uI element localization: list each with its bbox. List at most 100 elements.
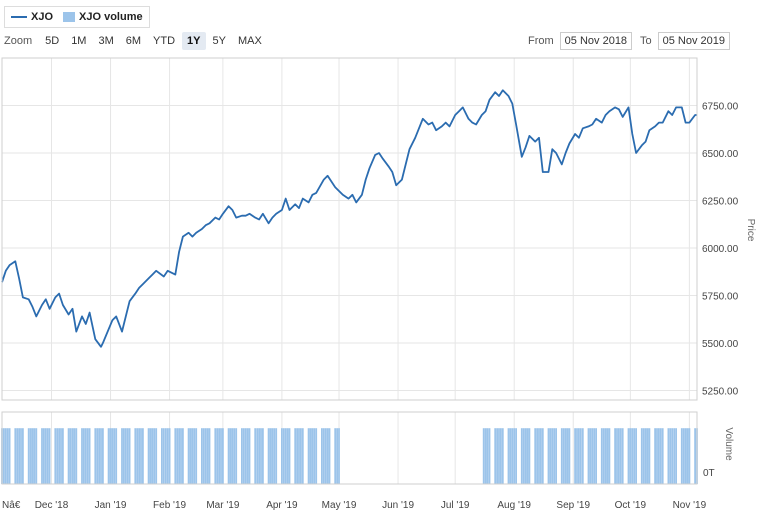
volume-bar [174, 428, 177, 484]
volume-bar [3, 428, 5, 484]
volume-bar [246, 428, 249, 484]
from-date-input[interactable]: 05 Nov 2018 [559, 32, 633, 50]
price-tick-label: 6250.00 [702, 197, 739, 208]
volume-bar [46, 428, 49, 484]
volume-bar [124, 428, 127, 484]
price-plot-border [1, 57, 698, 401]
volume-bar [260, 428, 262, 484]
axis-layer: 5250.00 5500.00 5750.00 6000.00 6250.00 6500.… [2, 102, 756, 512]
volume-bar [498, 428, 500, 484]
volume-bar [562, 428, 565, 484]
volume-bar [140, 428, 142, 484]
zoom-button-3m[interactable]: 3M [98, 35, 114, 47]
volume-bar [44, 428, 47, 484]
volume-bar [680, 428, 683, 484]
volume-bar [231, 428, 234, 484]
volume-bar [496, 428, 498, 484]
volume-bar [608, 428, 611, 484]
date-range-from: From 05 Nov 2018 [528, 32, 633, 50]
x-tick-label: Jun '19 [382, 500, 414, 511]
chart-legend: XJO XJO volume [4, 6, 150, 28]
volume-bar [579, 428, 582, 484]
legend-item-xjo[interactable]: XJO [11, 11, 53, 23]
volume-bar [201, 428, 203, 484]
volume-bar [618, 428, 620, 484]
legend-label-xjo-volume: XJO volume [79, 11, 143, 23]
volume-bar [619, 428, 622, 484]
volume-bar [515, 428, 517, 484]
zoom-button-max[interactable]: MAX [237, 35, 262, 47]
volume-bar [267, 428, 270, 484]
volume-bar [123, 428, 125, 484]
volume-bar [233, 428, 236, 484]
volume-bar [138, 428, 140, 484]
volume-bar [235, 428, 238, 484]
x-tick-label: Jan '19 [95, 500, 127, 511]
to-date-input[interactable]: 05 Nov 2019 [657, 32, 731, 50]
volume-bar [229, 428, 232, 484]
volume-bar [54, 428, 57, 484]
x-tick-label: Nâ€ [2, 500, 21, 511]
volume-bar [149, 428, 152, 484]
x-tick-label: Sep '19 [556, 500, 590, 511]
volume-bar [568, 428, 571, 484]
volume-bar [640, 428, 643, 484]
volume-bar [271, 428, 274, 484]
zoom-button-5d[interactable]: 5D [45, 35, 60, 47]
volume-bar [524, 428, 527, 484]
volume-bar [58, 428, 60, 484]
volume-bar [629, 428, 632, 484]
volume-bar [282, 428, 285, 484]
volume-bar [180, 428, 182, 484]
volume-bar [684, 428, 687, 484]
zoom-button-1y[interactable]: 1Y [182, 32, 206, 50]
zoom-label: Zoom [4, 35, 33, 47]
zoom-button-1m[interactable]: 1M [71, 35, 87, 47]
volume-bar [107, 428, 110, 484]
volume-bar [595, 428, 597, 484]
volume-bar [486, 428, 489, 484]
volume-bar [669, 428, 672, 484]
price-axis-title: Price [745, 219, 756, 242]
volume-bar [284, 428, 287, 484]
volume-bar [633, 428, 636, 484]
zoom-button-6m[interactable]: 6M [125, 35, 142, 47]
volume-bar [547, 428, 550, 484]
volume-bar [48, 428, 51, 484]
volume-bar [33, 428, 36, 484]
volume-bar [526, 428, 529, 484]
volume-bar [35, 428, 38, 484]
volume-bar [20, 428, 22, 484]
volume-bar [288, 428, 291, 484]
volume-bar [642, 428, 645, 484]
volume-bar [659, 428, 662, 484]
volume-bar [328, 428, 331, 484]
date-range-to: To 05 Nov 2019 [640, 32, 731, 50]
volume-bar [126, 428, 129, 484]
volume-bar [208, 428, 211, 484]
volume-bar [560, 428, 563, 484]
legend-item-xjo-volume[interactable]: XJO volume [63, 11, 143, 23]
volume-bar [88, 428, 91, 484]
volume-bar [16, 428, 19, 484]
legend-label-xjo: XJO [31, 11, 54, 23]
zoom-button-ytd[interactable]: YTD [153, 35, 176, 47]
volume-bar [227, 428, 230, 484]
volume-bar [616, 428, 618, 484]
to-label: To [640, 35, 652, 47]
volume-bar [614, 428, 616, 484]
volume-bar [578, 428, 580, 484]
price-tick-label: 6500.00 [702, 149, 739, 160]
volume-bar [27, 428, 30, 484]
volume-bar [109, 428, 112, 484]
volume-bar [321, 428, 323, 484]
volume-bar [275, 428, 278, 484]
volume-bar [98, 428, 100, 484]
volume-bar [294, 428, 297, 484]
volume-bar [541, 428, 544, 484]
volume-bar [513, 428, 516, 484]
zoom-button-5y[interactable]: 5Y [212, 35, 226, 47]
volume-bar [22, 428, 24, 484]
volume-bar [538, 428, 540, 484]
